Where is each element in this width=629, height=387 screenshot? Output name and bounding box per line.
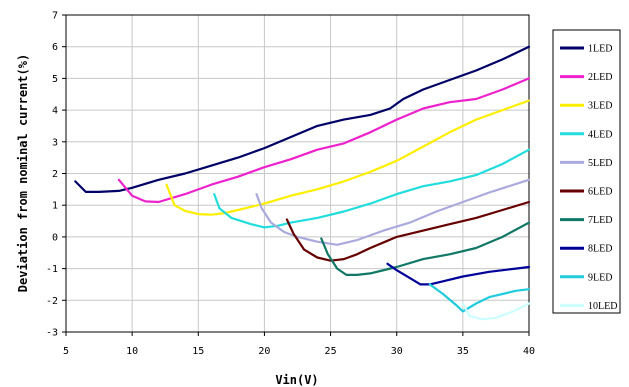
legend-label-7led: 7LED (588, 215, 612, 226)
series-line-4led (213, 148, 531, 229)
x-axis-title: Vin(V) (275, 373, 318, 387)
series-line-9led (428, 283, 531, 313)
y-tick-label: 3 (52, 137, 58, 148)
x-tick-label: 10 (126, 346, 138, 357)
series-line-10led (461, 302, 531, 321)
legend-label-8led: 8LED (588, 244, 612, 255)
legend-label-9led: 9LED (588, 272, 612, 283)
legend-label-5led: 5LED (588, 158, 612, 169)
y-tick-label: -1 (46, 264, 58, 275)
x-tick-label: 5 (63, 346, 69, 357)
series-line-2led (117, 77, 531, 204)
legend-label-3led: 3LED (588, 101, 612, 112)
y-tick-label: -2 (46, 296, 58, 307)
x-tick-label: 35 (457, 346, 469, 357)
series-line-1led (74, 45, 531, 193)
y-tick-label: 1 (52, 201, 58, 212)
y-tick-label: 2 (52, 169, 58, 180)
legend-label-2led: 2LED (588, 72, 612, 83)
y-axis-ticks: -3 -2 -1 0 1 2 3 4 5 6 7 (46, 11, 66, 339)
legend-label-6led: 6LED (588, 187, 612, 198)
x-tick-label: 25 (325, 346, 337, 357)
y-tick-label: 5 (52, 74, 58, 85)
legend-label-10led: 10LED (588, 301, 617, 312)
series-line-8led (386, 262, 531, 286)
series-line-3led (165, 99, 531, 216)
x-tick-label: 30 (391, 346, 403, 357)
y-tick-label: 6 (52, 42, 58, 53)
y-tick-label: 0 (52, 232, 58, 243)
x-tick-label: 40 (523, 346, 535, 357)
y-axis-title: Deviation from nominal current(%) (16, 54, 30, 292)
x-tick-label: 20 (258, 346, 270, 357)
x-tick-label: 15 (192, 346, 204, 357)
y-tick-label: 4 (52, 106, 58, 117)
y-tick-label: 7 (52, 11, 58, 22)
series-line-5led (255, 178, 531, 246)
series-line-6led (285, 200, 531, 262)
legend: 1LED 2LED 3LED 4LED 5LED 6LED 7LED 8LED 9LED 10LE… (552, 29, 621, 314)
legend-label-1led: 1LED (588, 44, 612, 55)
series-lines (74, 45, 531, 321)
series-line-7led (320, 221, 531, 276)
y-tick-label: -3 (46, 328, 58, 339)
x-axis-ticks: 5 10 15 20 25 30 35 40 (63, 332, 535, 357)
legend-label-4led: 4LED (588, 129, 612, 140)
